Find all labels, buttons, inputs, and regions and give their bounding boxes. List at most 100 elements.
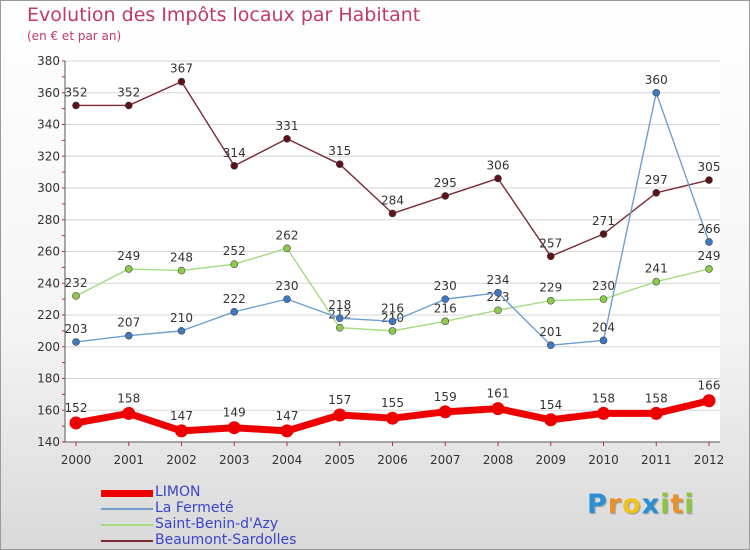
data-label: 161 xyxy=(487,387,510,401)
data-label: 230 xyxy=(276,279,299,293)
y-tick-label: 160 xyxy=(37,403,60,417)
data-label: 152 xyxy=(65,401,88,415)
data-point xyxy=(283,244,291,253)
data-point xyxy=(72,338,80,346)
data-label: 158 xyxy=(117,391,140,405)
data-point xyxy=(441,192,450,200)
data-point xyxy=(230,260,239,269)
y-tick-label: 380 xyxy=(37,54,60,68)
logo-letter: i xyxy=(684,489,695,520)
legend-swatch xyxy=(101,508,153,510)
logo-letter: t xyxy=(670,489,685,520)
data-point xyxy=(335,160,344,168)
data-label: 284 xyxy=(381,193,404,207)
x-tick-label: 2005 xyxy=(324,453,355,467)
data-point xyxy=(122,406,136,420)
data-point xyxy=(494,288,502,297)
data-point xyxy=(175,424,188,438)
legend-swatch xyxy=(101,490,153,497)
data-label: 232 xyxy=(65,276,88,290)
data-point xyxy=(599,230,608,238)
legend-item: La Fermeté xyxy=(101,500,361,517)
data-point xyxy=(72,292,80,300)
data-label: 218 xyxy=(328,298,351,312)
data-point xyxy=(388,209,397,218)
x-tick-label: 2011 xyxy=(641,453,672,467)
data-label: 295 xyxy=(434,176,457,190)
data-label: 305 xyxy=(698,160,721,174)
legend-swatch xyxy=(101,524,153,526)
legend-label: LIMON xyxy=(155,484,201,500)
logo-letter: P xyxy=(587,489,608,520)
data-label: 262 xyxy=(276,228,299,242)
x-tick-label: 2002 xyxy=(166,453,197,467)
x-tick-label: 2003 xyxy=(219,453,250,467)
data-point xyxy=(599,295,608,303)
data-label: 155 xyxy=(381,396,404,410)
data-label: 315 xyxy=(328,144,351,158)
y-tick-label: 220 xyxy=(37,308,60,322)
data-point xyxy=(124,331,133,340)
data-label: 352 xyxy=(65,85,88,99)
data-label: 249 xyxy=(698,249,721,263)
x-tick-label: 2000 xyxy=(61,453,92,467)
data-point xyxy=(705,176,713,184)
data-label: 216 xyxy=(381,301,404,315)
data-label: 271 xyxy=(592,214,615,228)
data-label: 159 xyxy=(434,390,457,404)
data-point xyxy=(283,295,291,303)
y-tick-label: 340 xyxy=(37,118,60,132)
proxiti-logo: Proxiti xyxy=(587,489,695,520)
legend-label: La Fermeté xyxy=(155,500,234,516)
data-label: 158 xyxy=(645,391,668,405)
data-point xyxy=(546,296,555,305)
data-label: 241 xyxy=(645,262,668,276)
data-point xyxy=(335,323,344,332)
chart-title: Evolution des Impôts locaux par Habitant xyxy=(27,4,421,26)
data-label: 204 xyxy=(592,320,615,334)
legend-label: Saint-Benin-d'Azy xyxy=(155,516,279,532)
legend-item: Saint-Benin-d'Azy xyxy=(101,516,361,533)
x-tick-label: 2001 xyxy=(113,453,144,467)
legend-item: LIMON xyxy=(101,484,361,501)
data-point xyxy=(649,406,663,420)
data-label: 257 xyxy=(539,236,562,250)
data-label: 230 xyxy=(434,279,457,293)
data-point xyxy=(544,413,558,427)
logo-letter: o xyxy=(622,489,642,520)
x-tick-label: 2012 xyxy=(694,453,725,467)
data-point xyxy=(388,327,397,335)
data-label: 201 xyxy=(539,325,562,339)
data-label: 306 xyxy=(487,158,510,172)
data-label: 331 xyxy=(276,119,299,133)
y-tick-label: 280 xyxy=(37,213,60,227)
data-label: 297 xyxy=(645,173,668,187)
data-point xyxy=(177,266,186,275)
data-point xyxy=(546,341,555,349)
x-tick-label: 2006 xyxy=(377,453,408,467)
data-point xyxy=(69,416,83,430)
data-label: 149 xyxy=(223,406,246,420)
logo-letter: i xyxy=(660,489,671,520)
data-label: 352 xyxy=(117,85,140,99)
data-label: 249 xyxy=(117,249,140,263)
data-point xyxy=(491,402,505,416)
data-label: 222 xyxy=(223,292,246,306)
data-point xyxy=(494,306,502,315)
logo-letter: r xyxy=(607,489,623,520)
data-point xyxy=(177,327,186,335)
data-point xyxy=(230,161,239,170)
data-label: 248 xyxy=(170,251,193,265)
data-point xyxy=(705,265,713,273)
data-label: 367 xyxy=(170,62,193,76)
data-point xyxy=(494,174,502,183)
x-tick-label: 2008 xyxy=(483,453,514,467)
y-tick-label: 260 xyxy=(37,245,60,259)
data-point xyxy=(652,88,661,97)
y-tick-label: 180 xyxy=(37,372,60,386)
data-point xyxy=(546,252,555,261)
data-point xyxy=(335,314,344,322)
data-point xyxy=(705,238,713,246)
